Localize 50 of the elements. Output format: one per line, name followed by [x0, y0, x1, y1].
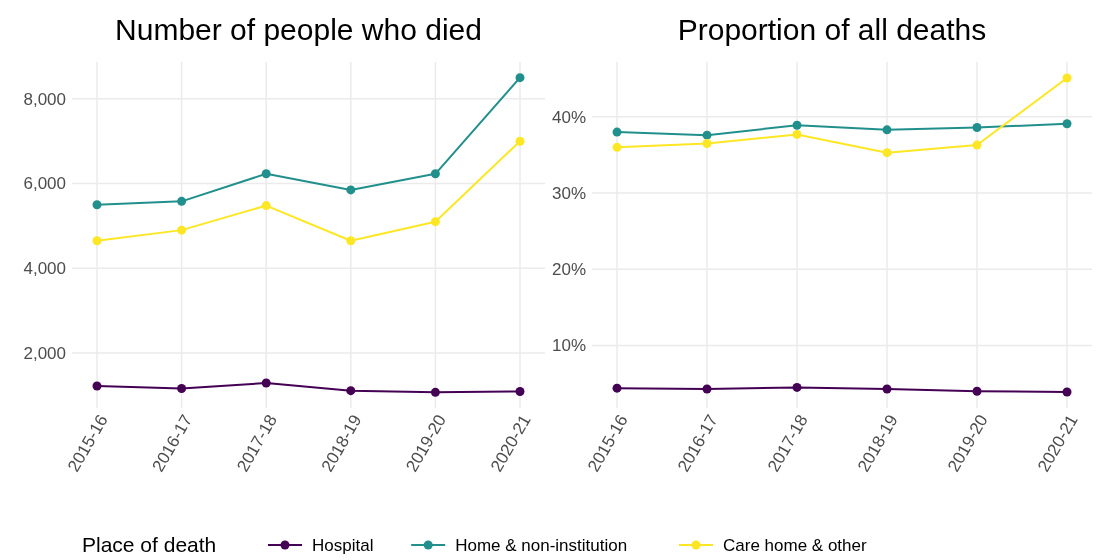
legend-label: Care home & other: [723, 535, 867, 555]
point: [177, 196, 187, 206]
point: [702, 130, 712, 140]
point: [177, 225, 187, 235]
point: [612, 383, 622, 393]
point: [882, 148, 892, 158]
point: [792, 382, 802, 392]
point: [261, 201, 271, 211]
point: [177, 384, 187, 394]
point: [261, 169, 271, 179]
y-tick-label: 20%: [551, 260, 586, 280]
point: [430, 217, 440, 227]
y-tick-label: 8,000: [23, 89, 66, 109]
point: [346, 236, 356, 246]
point: [1062, 387, 1072, 397]
point: [346, 386, 356, 396]
point: [612, 127, 622, 137]
point: [261, 378, 271, 388]
y-tick-label: 2,000: [23, 343, 66, 363]
point: [612, 142, 622, 152]
chart-title: Proportion of all deaths: [677, 13, 987, 46]
point: [972, 386, 982, 396]
point: [792, 120, 802, 130]
point: [702, 384, 712, 394]
legend-label: Home & non-institution: [455, 535, 628, 555]
point: [1062, 119, 1072, 129]
point: [702, 139, 712, 149]
point: [430, 169, 440, 179]
point: [1062, 73, 1072, 83]
point: [515, 136, 525, 146]
y-tick-label: 4,000: [23, 259, 66, 279]
point: [792, 129, 802, 139]
y-tick-label: 30%: [551, 184, 586, 204]
legend-label: Hospital: [312, 535, 374, 555]
point: [430, 387, 440, 397]
point: [346, 185, 356, 195]
point: [972, 123, 982, 133]
y-tick-label: 40%: [551, 107, 586, 127]
point: [882, 125, 892, 135]
point: [92, 200, 102, 210]
point: [882, 384, 892, 394]
y-tick-label: 10%: [551, 336, 586, 356]
point: [515, 73, 525, 83]
point: [92, 236, 102, 246]
point: [92, 381, 102, 391]
point: [515, 386, 525, 396]
chart-title: Number of people who died: [115, 13, 482, 46]
legend-title: Place of death: [82, 533, 217, 557]
y-tick-label: 6,000: [23, 174, 66, 194]
point: [972, 140, 982, 150]
